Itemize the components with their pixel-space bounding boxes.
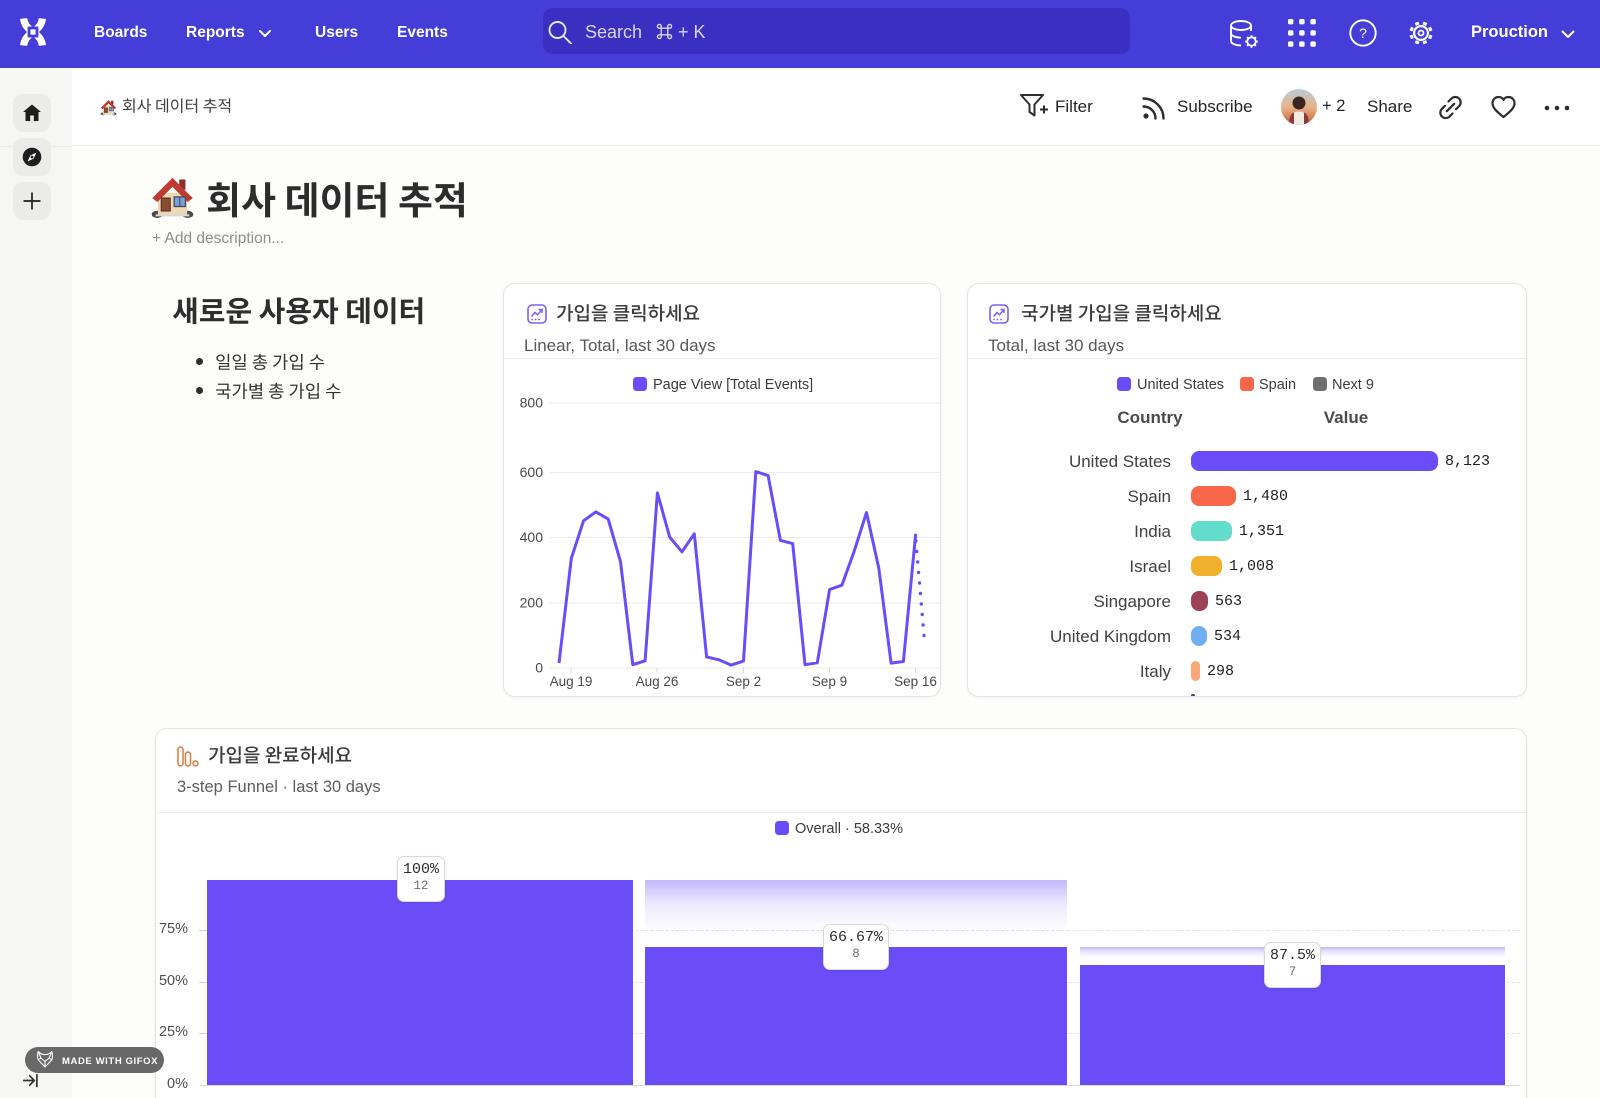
- svg-text:Aug 19: Aug 19: [550, 674, 593, 689]
- svg-text:200: 200: [520, 595, 544, 611]
- svg-text:Sep 16: Sep 16: [894, 674, 937, 689]
- svg-text:Sep 2: Sep 2: [726, 674, 761, 689]
- svg-text:Sep 9: Sep 9: [812, 674, 847, 689]
- svg-text:400: 400: [520, 529, 544, 545]
- svg-text:?: ?: [1359, 25, 1367, 41]
- svg-text:600: 600: [520, 464, 544, 480]
- svg-text:800: 800: [520, 395, 544, 411]
- svg-text:0: 0: [535, 660, 543, 676]
- svg-text:Aug 26: Aug 26: [636, 674, 679, 689]
